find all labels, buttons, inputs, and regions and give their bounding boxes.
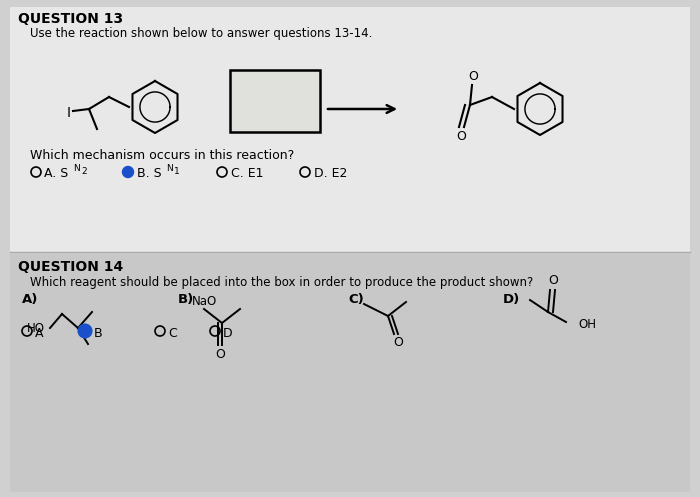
Text: D. E2: D. E2 — [314, 167, 347, 180]
Text: D: D — [223, 327, 232, 340]
Text: B: B — [94, 327, 103, 340]
Text: C: C — [168, 327, 176, 340]
Text: Use the reaction shown below to answer questions 13-14.: Use the reaction shown below to answer q… — [30, 27, 372, 40]
Text: N: N — [73, 164, 80, 173]
Text: Which reagent should be placed into the box in order to produce the product show: Which reagent should be placed into the … — [30, 276, 533, 289]
Text: N: N — [166, 164, 173, 173]
Text: O: O — [468, 70, 478, 83]
Text: O: O — [215, 348, 225, 361]
Circle shape — [122, 166, 134, 177]
Text: O: O — [393, 335, 403, 348]
Text: 2: 2 — [81, 167, 87, 176]
Text: I: I — [67, 106, 71, 120]
Text: QUESTION 14: QUESTION 14 — [18, 260, 123, 274]
Text: A): A) — [22, 293, 38, 306]
Text: B): B) — [178, 293, 195, 306]
Text: A. S: A. S — [44, 167, 69, 180]
Text: A: A — [35, 327, 43, 340]
Text: D): D) — [503, 293, 520, 306]
Text: NaO: NaO — [192, 295, 217, 308]
Text: C. E1: C. E1 — [231, 167, 263, 180]
FancyBboxPatch shape — [10, 7, 690, 252]
Text: 1: 1 — [174, 167, 180, 176]
Text: C): C) — [348, 293, 364, 306]
Text: O: O — [456, 131, 466, 144]
Text: O: O — [548, 274, 558, 287]
Text: HO: HO — [27, 323, 45, 335]
Text: QUESTION 13: QUESTION 13 — [18, 12, 123, 26]
Text: Which mechanism occurs in this reaction?: Which mechanism occurs in this reaction? — [30, 149, 294, 162]
FancyBboxPatch shape — [10, 254, 690, 492]
Circle shape — [80, 326, 90, 336]
FancyBboxPatch shape — [230, 70, 320, 132]
Text: B. S: B. S — [137, 167, 162, 180]
Text: OH: OH — [578, 318, 596, 331]
